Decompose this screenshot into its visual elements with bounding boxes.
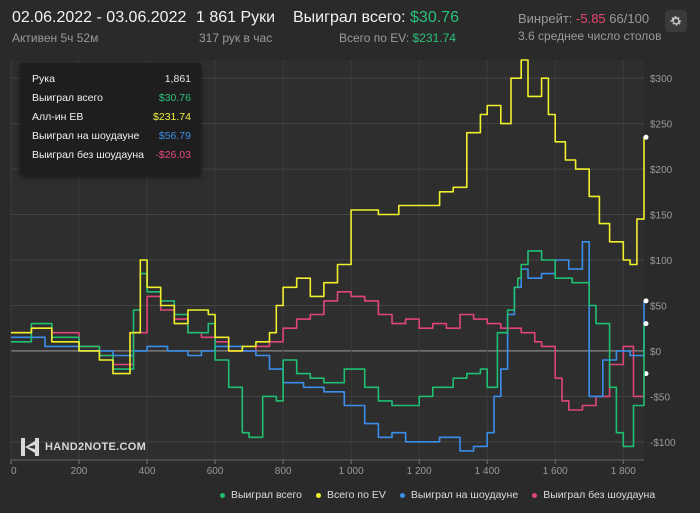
legend-label: Выиграл на шоудауне (410, 489, 519, 501)
tooltip-value: $56.79 (158, 130, 191, 142)
h2n-logo-icon (21, 438, 39, 456)
gear-icon (670, 16, 682, 26)
tooltip-row: Выиграл всего $30.76 (32, 92, 191, 110)
x-tick-label: 800 (275, 466, 292, 477)
y-tick-label: $100 (650, 256, 673, 267)
tooltip-label: Выиграл на шоудауне (32, 130, 140, 142)
x-tick-label: 400 (139, 466, 156, 477)
tooltip-label: Выиграл без шоудауна (32, 149, 144, 161)
tooltip-row: Алл-ин ЕВ $231.74 (32, 111, 191, 129)
legend-item[interactable]: Выиграл на шоудауне (399, 489, 519, 501)
hands-rate: 317 рук в час (199, 31, 273, 45)
tooltip-value: 1,861 (164, 73, 191, 85)
settings-button[interactable] (665, 10, 687, 32)
x-tick-label: 1 800 (611, 466, 636, 477)
won-total-label: Выиграл всего: (293, 9, 406, 26)
x-tick-label: 1 000 (339, 466, 364, 477)
legend-label: Выиграл всего (231, 489, 302, 501)
winrate-suffix: 66/100 (609, 11, 650, 26)
series-line (11, 59, 645, 375)
legend-item[interactable]: Выиграл без шоудауна (532, 489, 655, 501)
tooltip-label: Рука (32, 73, 55, 85)
tooltip-value: $231.74 (153, 111, 191, 123)
legend-item[interactable]: Выиграл всего (220, 489, 302, 501)
tooltip-panel: Рука 1,861 Выиграл всего $30.76 Алл-ин ЕВ $23… (20, 63, 201, 175)
y-tick-label: $300 (650, 74, 673, 85)
series-end-point (643, 321, 649, 327)
date-range: 02.06.2022 - 03.06.2022 (12, 9, 187, 26)
ev-total: Всего по EV: $231.74 (339, 31, 456, 45)
active-time: Активен 5ч 52м (12, 31, 99, 45)
tooltip-row: Выиграл без шоудауна -$26.03 (32, 149, 191, 167)
series-end-point (643, 134, 649, 140)
hands-count: 1 861 Руки (196, 9, 276, 26)
y-tick-label: -$50 (650, 392, 670, 403)
x-tick-label: 200 (71, 466, 88, 477)
winrate-label: Винрейт: (518, 11, 573, 26)
legend-item[interactable]: Всего по EV (315, 489, 386, 501)
x-tick-label: 1 400 (475, 466, 500, 477)
ev-total-label: Всего по EV: (339, 31, 410, 45)
logo: HAND2NOTE.COM (20, 437, 146, 457)
x-tick-label: 1 200 (407, 466, 432, 477)
y-tick-label: $150 (650, 211, 673, 222)
series-end-point (643, 298, 649, 304)
avg-tables: 3.6 среднее число столов (518, 29, 662, 43)
logo-text: HAND2NOTE.COM (45, 441, 147, 453)
winrate-value: -5.85 (576, 11, 606, 26)
ev-total-value: $231.74 (412, 31, 456, 45)
y-tick-label: $200 (650, 165, 673, 176)
legend: Выиграл всего Всего по EV Выиграл на шоуда… (220, 489, 669, 501)
won-total: Выиграл всего: $30.76 (293, 9, 459, 27)
series-line (11, 241, 645, 452)
won-total-value: $30.76 (410, 9, 459, 26)
x-tick-label: 0 (11, 466, 17, 477)
y-tick-label: $50 (650, 301, 667, 312)
y-tick-label: $250 (650, 120, 673, 131)
legend-dot-icon (532, 492, 538, 498)
legend-dot-icon (220, 492, 225, 498)
tooltip-row: Рука 1,861 (32, 73, 191, 91)
winrate: Винрейт: -5.85 66/100 (518, 11, 649, 26)
tooltip-label: Алл-ин ЕВ (32, 111, 84, 123)
legend-dot-icon (399, 492, 405, 498)
legend-label: Выиграл без шоудауна (543, 489, 656, 501)
tooltip-value: -$26.03 (155, 149, 191, 161)
x-tick-label: 1 600 (543, 466, 568, 477)
legend-dot-icon (315, 492, 321, 498)
tooltip-row: Выиграл на шоудауне $56.79 (32, 130, 191, 148)
series-line (11, 250, 645, 448)
tooltip-label: Выиграл всего (32, 92, 103, 104)
x-tick-label: 600 (207, 466, 224, 477)
tooltip-value: $30.76 (158, 92, 191, 104)
y-tick-label: -$100 (650, 438, 676, 449)
legend-label: Всего по EV (326, 489, 386, 501)
y-tick-label: $0 (650, 347, 662, 358)
